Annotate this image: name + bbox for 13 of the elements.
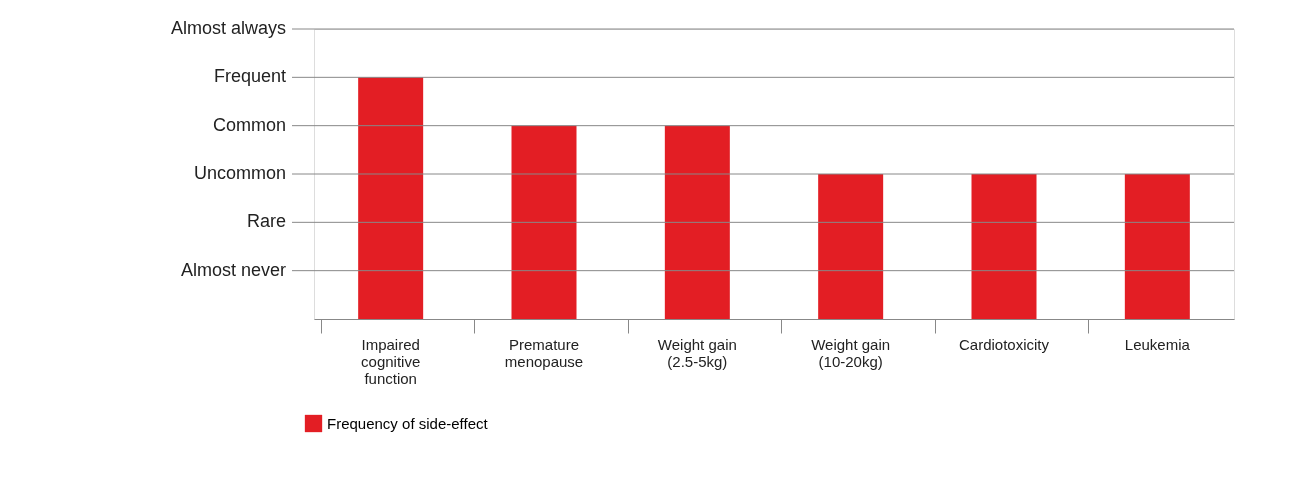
x-tick-label: Weight gain (2.5-5kg) [657,335,737,370]
x-tick-label: Cardiotoxicity [958,335,1050,353]
text: Frequent [213,66,286,87]
x-tick-label: Leukemia [1124,335,1191,353]
x-tick-label: Weight gain (10-20kg) [811,335,891,370]
x-tick-label: Impaired cognitive function [361,335,421,387]
text: Common [212,114,286,135]
text: Almost never [180,259,286,280]
text: Uncommon [193,163,286,183]
text: Rare [246,211,286,232]
x-tick-label: Premature menopause [504,335,584,370]
legend-label: Frequency of side-effect [327,414,489,432]
text: Almost always [170,18,286,38]
